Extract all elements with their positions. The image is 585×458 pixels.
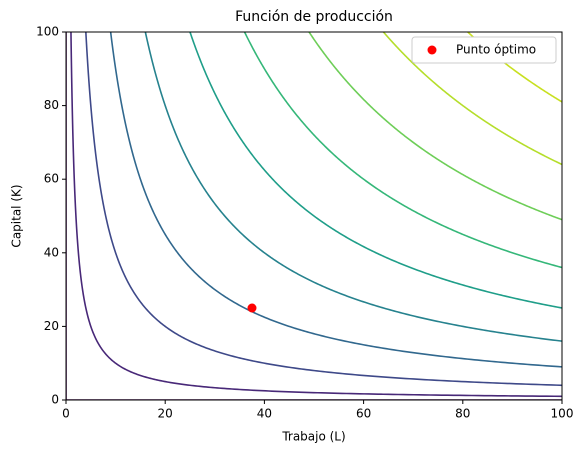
x-tick-label: 60 [356, 407, 371, 421]
y-tick-label: 0 [51, 393, 59, 407]
y-tick-label: 40 [44, 245, 59, 259]
y-tick-label: 100 [36, 25, 59, 39]
contour-line [243, 32, 562, 269]
point [247, 303, 257, 313]
plot-area [66, 32, 562, 400]
axes-frame [65, 31, 563, 401]
legend-marker [427, 45, 437, 55]
legend-box [411, 36, 557, 64]
chart-title: Función de producción [235, 9, 393, 25]
x-tick-label: 40 [257, 407, 272, 421]
y-tick-label: 80 [44, 98, 59, 112]
y-axis-label: Capital (K) [10, 184, 24, 247]
contour-line [308, 32, 562, 221]
x-tick-label: 20 [158, 407, 173, 421]
contour-line [70, 32, 562, 398]
x-axis-label: Trabajo (L) [281, 430, 345, 444]
contour-line [85, 32, 562, 387]
x-tick-label: 80 [455, 407, 470, 421]
contour-line [109, 32, 562, 368]
y-tick-label: 20 [44, 319, 59, 333]
x-tick-label: 0 [62, 407, 70, 421]
contour-line [382, 32, 562, 166]
y-tick-label: 60 [44, 172, 59, 186]
contour-line [189, 32, 562, 309]
contour-line [144, 32, 562, 342]
x-tick-label: 100 [551, 407, 574, 421]
legend-label: Punto óptimo [456, 43, 536, 57]
